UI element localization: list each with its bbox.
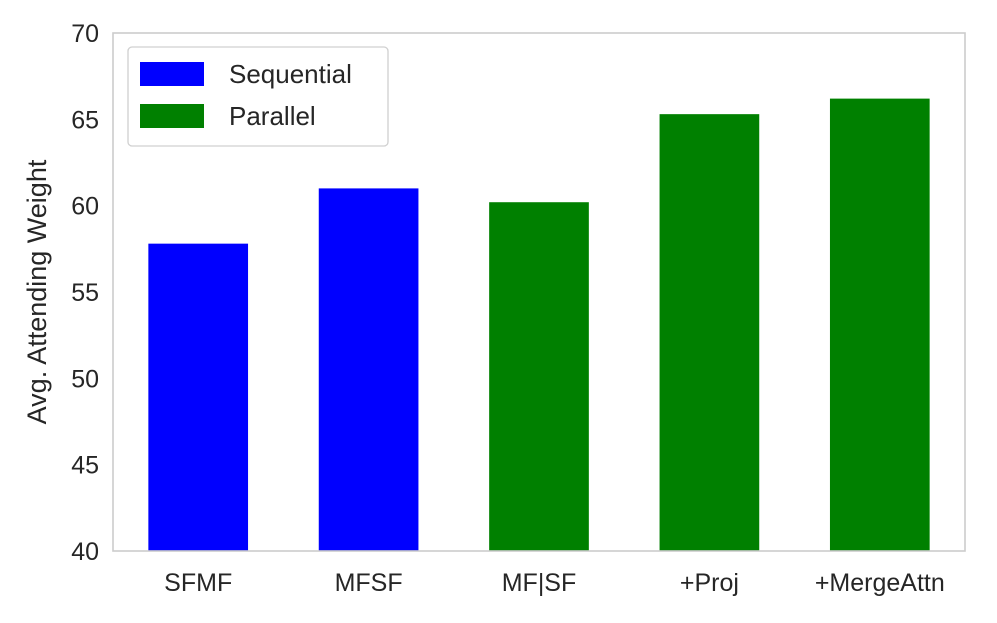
y-tick-label: 40 [71, 538, 99, 566]
x-tick-label: +Proj [680, 569, 739, 597]
bar-parallel-3 [659, 114, 760, 552]
legend-swatch-sequential [140, 62, 204, 86]
y-ticks: 40 45 50 55 60 65 70 [71, 20, 99, 566]
bar-sequential-0 [148, 243, 249, 552]
bars-layer [148, 98, 930, 552]
plot-border [112, 32, 966, 552]
y-tick-label: 65 [71, 106, 99, 134]
axes-frame [112, 32, 966, 552]
bar-parallel-2 [489, 202, 589, 552]
y-tick-label: 55 [71, 279, 99, 307]
bar-parallel-4 [829, 98, 930, 551]
y-tick-label: 50 [71, 365, 99, 393]
x-ticks: SFMF MFSF MF|SF +Proj +MergeAttn [164, 569, 945, 597]
x-tick-label: SFMF [164, 569, 232, 597]
legend-label-sequential: Sequential [229, 59, 352, 89]
x-tick-label: +MergeAttn [815, 569, 945, 597]
bar-sequential-1 [318, 188, 419, 551]
y-tick-label: 60 [71, 193, 99, 221]
legend-swatch-parallel [140, 104, 204, 128]
x-tick-label: MF|SF [502, 569, 577, 597]
legend: Sequential Parallel [127, 46, 389, 147]
y-axis-label: Avg. Attending Weight [22, 159, 52, 424]
x-tick-label: MFSF [335, 569, 403, 597]
legend-label-parallel: Parallel [229, 101, 316, 131]
y-tick-label: 45 [71, 452, 99, 480]
y-tick-label: 70 [71, 20, 99, 48]
